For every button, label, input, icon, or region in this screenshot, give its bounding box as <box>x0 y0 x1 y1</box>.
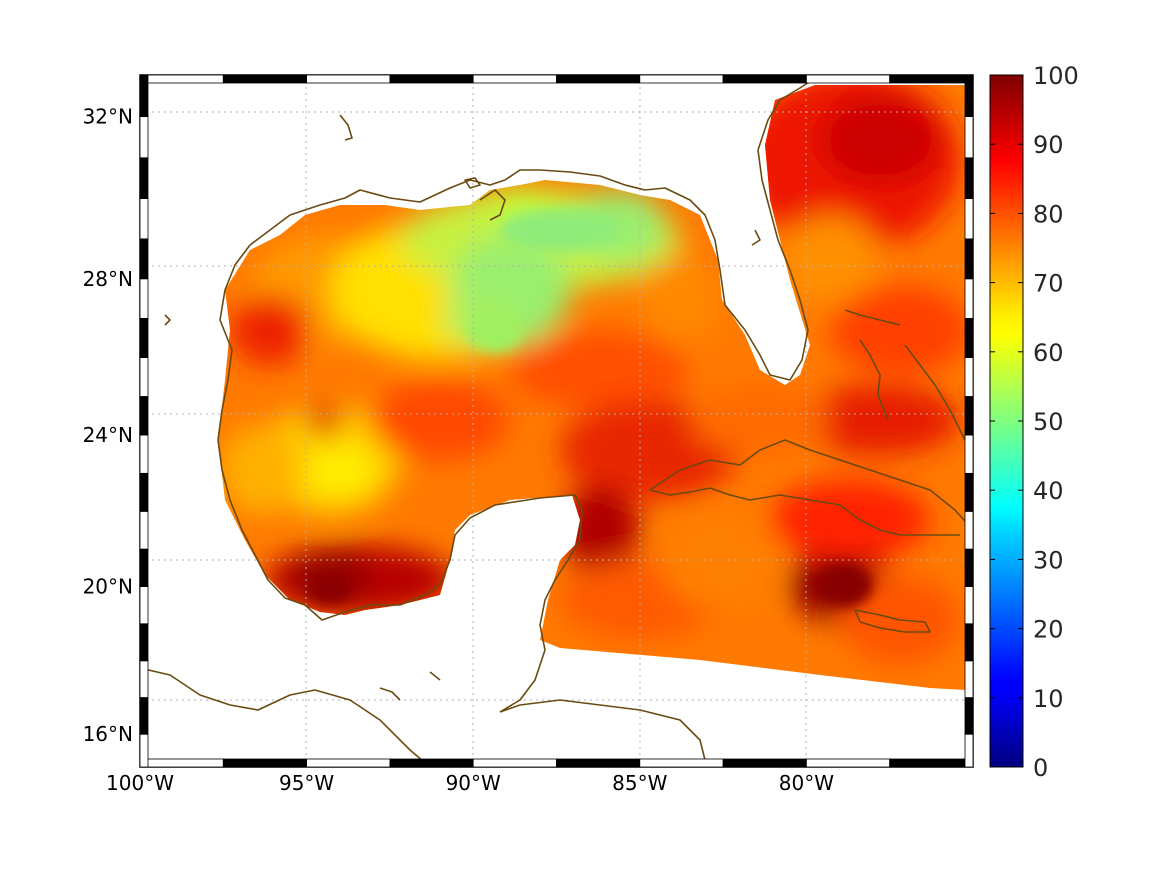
y-tick-label: 24°N <box>83 423 133 447</box>
border-segment-bottom <box>639 758 724 768</box>
border-segment-top <box>472 74 557 84</box>
x-tick-label: 80°W <box>779 771 834 795</box>
border-segment-right <box>964 74 974 118</box>
border-segment-left <box>139 697 149 735</box>
colorbar-tick-label: 90 <box>1033 131 1064 159</box>
border-segment-left <box>139 434 149 474</box>
x-tick-label: 90°W <box>446 771 501 795</box>
border-segment-left <box>139 74 149 118</box>
border-segment-top <box>389 74 474 84</box>
border-segment-left <box>139 510 149 550</box>
border-segment-top <box>139 74 224 84</box>
border-segment-left <box>139 660 149 698</box>
border-segment-right <box>964 510 974 550</box>
border-segment-right <box>964 357 974 397</box>
border-segment-bottom <box>389 758 474 768</box>
border-segment-right <box>964 434 974 474</box>
colorbar-tick-label: 70 <box>1033 270 1064 298</box>
border-segment-bottom <box>139 758 224 768</box>
colorbar-tick-label: 80 <box>1033 200 1064 228</box>
border-segment-left <box>139 623 149 662</box>
x-tick-label: 85°W <box>612 771 667 795</box>
colorbar-tick-label: 20 <box>1033 616 1064 644</box>
y-tick-label: 28°N <box>83 267 133 291</box>
border-segment-top <box>722 74 807 84</box>
border-segment-right <box>964 116 974 159</box>
border-segment-right <box>964 697 974 735</box>
y-tick-label: 20°N <box>83 575 133 599</box>
border-segment-right <box>964 157 974 199</box>
border-segment-top <box>889 74 974 84</box>
border-segment-right <box>964 660 974 698</box>
map-border-ticks <box>139 74 974 768</box>
border-segment-top <box>556 74 641 84</box>
border-segment-top <box>639 74 724 84</box>
border-segment-right <box>964 623 974 662</box>
colorbar-tick-label: 40 <box>1033 477 1064 505</box>
border-segment-right <box>964 586 974 625</box>
coastlines <box>140 75 973 767</box>
border-segment-left <box>139 157 149 199</box>
border-segment-right <box>964 548 974 587</box>
colorbar-tick-label: 60 <box>1033 339 1064 367</box>
border-segment-left <box>139 238 149 280</box>
border-segment-bottom <box>806 758 891 768</box>
border-segment-left <box>139 357 149 397</box>
border-segment-left <box>139 278 149 319</box>
colorbar-tick-label: 0 <box>1033 754 1048 782</box>
colorbar-tick-label: 10 <box>1033 685 1064 713</box>
border-segment-left <box>139 548 149 587</box>
y-tick-label: 32°N <box>83 105 133 129</box>
border-segment-right <box>964 278 974 319</box>
y-tick-label: 16°N <box>83 722 133 746</box>
border-segment-bottom <box>722 758 807 768</box>
border-segment-right <box>964 238 974 280</box>
colorbar-ticks: 0 10 20 30 40 50 60 70 80 90 100 <box>990 62 1079 782</box>
colorbar-gradient <box>989 74 1024 768</box>
border-segment-left <box>139 472 149 512</box>
border-segment-right <box>964 198 974 240</box>
border-segment-bottom <box>222 758 308 768</box>
colorbar: 0 10 20 30 40 50 60 70 80 90 100 <box>989 62 1079 782</box>
border-segment-top <box>222 74 308 84</box>
border-segment-left <box>139 198 149 240</box>
colorbar-tick-label: 100 <box>1033 62 1079 90</box>
border-segment-right <box>964 733 974 768</box>
x-tick-label: 100°W <box>106 771 174 795</box>
border-segment-left <box>139 317 149 358</box>
border-segment-top <box>306 74 391 84</box>
x-tick-labels: 100°W 95°W 90°W 85°W 80°W <box>106 771 834 795</box>
border-segment-left <box>139 116 149 159</box>
border-segment-right <box>964 317 974 358</box>
colorbar-tick-label: 30 <box>1033 546 1064 574</box>
data-field <box>218 85 965 690</box>
border-segment-left <box>139 586 149 625</box>
border-segment-bottom <box>889 758 974 768</box>
border-segment-top <box>806 74 891 84</box>
border-segment-left <box>139 396 149 436</box>
colorbar-tick-label: 50 <box>1033 408 1064 436</box>
border-segment-bottom <box>472 758 557 768</box>
border-segment-bottom <box>306 758 391 768</box>
border-segment-bottom <box>556 758 641 768</box>
x-tick-label: 95°W <box>279 771 334 795</box>
border-segment-right <box>964 472 974 512</box>
border-segment-right <box>964 396 974 436</box>
border-segment-left <box>139 733 149 768</box>
y-tick-labels: 32°N 28°N 24°N 20°N 16°N <box>83 105 133 747</box>
